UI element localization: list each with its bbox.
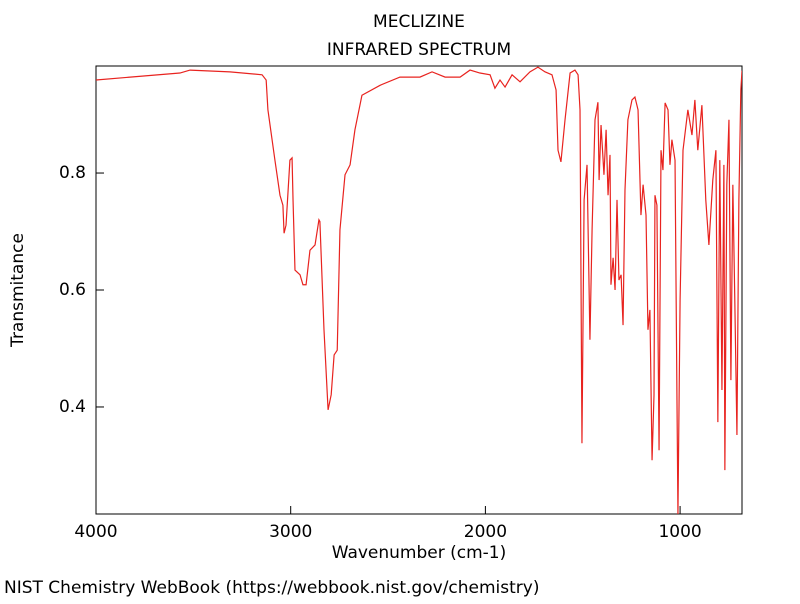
y-tick-label: 0.4: [59, 397, 86, 417]
y-tick-label: 0.8: [59, 163, 86, 183]
y-tick-label: 0.6: [59, 280, 86, 300]
x-axis-label: Wavenumber (cm-1): [332, 543, 507, 563]
spectrum-line: [96, 66, 742, 514]
x-tick-label: 1000: [658, 522, 701, 542]
x-tick-label: 4000: [74, 522, 117, 542]
y-axis-label: Transmitance: [8, 233, 28, 348]
x-tick-label: 3000: [269, 522, 312, 542]
plot-frame: [95, 65, 743, 515]
chart-title: MECLIZINE: [373, 12, 465, 32]
x-tick-label: 2000: [464, 522, 507, 542]
chart-subtitle: INFRARED SPECTRUM: [327, 40, 511, 60]
footer: NIST Chemistry WebBook (https://webbook.…: [4, 578, 539, 598]
